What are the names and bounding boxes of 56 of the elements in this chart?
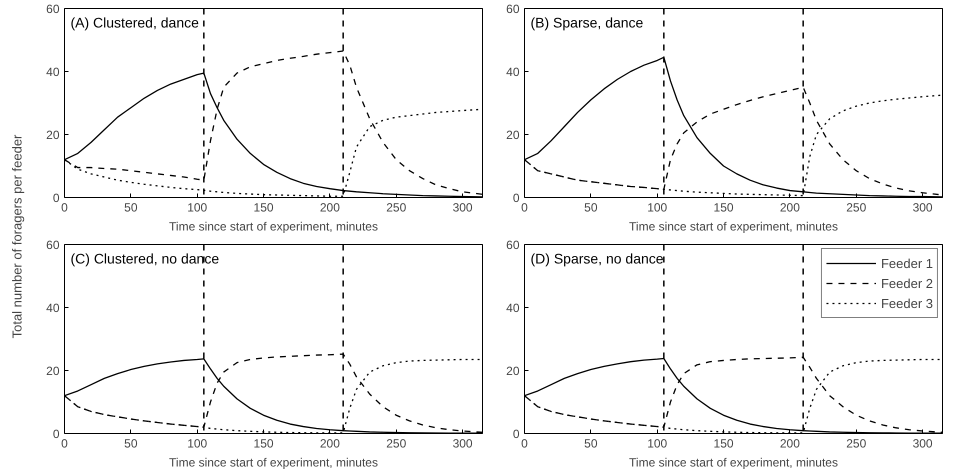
y-tick-label: 0	[512, 191, 520, 205]
chart-title: (D) Sparse, no dance	[530, 250, 664, 266]
chart-title: (A) Clustered, dance	[70, 14, 200, 30]
x-tick-label: 50	[584, 436, 598, 450]
y-tick-label: 60	[506, 2, 520, 16]
y-tick-label: 0	[52, 191, 60, 205]
x-tick-label: 200	[320, 436, 340, 450]
x-axis-title: Time since start of experiment, minutes	[629, 220, 838, 234]
y-tick-label: 20	[46, 364, 60, 378]
x-tick-label: 100	[647, 200, 668, 214]
x-tick-label: 250	[386, 200, 407, 214]
y-tick-label: 60	[46, 2, 60, 16]
x-tick-label: 0	[61, 436, 68, 450]
x-tick-label: 0	[521, 200, 528, 214]
y-tick-label: 40	[506, 301, 520, 315]
x-tick-label: 50	[584, 200, 598, 214]
legend-label: Feeder 3	[880, 296, 933, 310]
y-tick-label: 40	[506, 65, 520, 79]
chart-title: (B) Sparse, dance	[530, 14, 644, 30]
chart-title: (C) Clustered, no dance	[70, 250, 220, 266]
x-tick-label: 0	[521, 436, 528, 450]
y-tick-label: 40	[46, 301, 60, 315]
x-axis-title: Time since start of experiment, minutes	[169, 456, 378, 470]
legend-label: Feeder 1	[880, 256, 933, 270]
y-tick-label: 20	[506, 364, 520, 378]
x-tick-label: 300	[912, 436, 933, 450]
x-axis-title: Time since start of experiment, minutes	[629, 456, 838, 470]
x-tick-label: 300	[452, 436, 473, 450]
y-tick-label: 0	[52, 427, 60, 441]
y-tick-label: 60	[506, 238, 520, 252]
x-tick-label: 300	[452, 200, 473, 214]
x-tick-label: 150	[254, 436, 274, 450]
y-tick-label: 20	[506, 128, 520, 142]
y-tick-label: 40	[46, 65, 60, 79]
x-tick-label: 250	[386, 436, 407, 450]
y-tick-label: 20	[46, 128, 60, 142]
x-axis-title: Time since start of experiment, minutes	[169, 220, 378, 234]
y-tick-label: 60	[46, 238, 60, 252]
x-tick-label: 250	[846, 436, 867, 450]
x-tick-label: 200	[780, 436, 800, 450]
x-tick-label: 250	[846, 200, 867, 214]
y-tick-label: 0	[512, 427, 520, 441]
x-tick-label: 50	[124, 436, 138, 450]
x-tick-label: 200	[320, 200, 340, 214]
x-tick-label: 50	[124, 200, 138, 214]
y-axis-title: Total number of foragers per feeder	[10, 134, 24, 338]
x-tick-label: 200	[780, 200, 800, 214]
x-tick-label: 300	[912, 200, 933, 214]
x-tick-label: 100	[187, 200, 208, 214]
x-tick-label: 150	[254, 200, 274, 214]
x-tick-label: 150	[714, 436, 734, 450]
x-tick-label: 100	[647, 436, 668, 450]
x-tick-label: 0	[61, 200, 68, 214]
x-tick-label: 100	[187, 436, 208, 450]
x-tick-label: 150	[714, 200, 734, 214]
legend-label: Feeder 2	[880, 276, 933, 290]
